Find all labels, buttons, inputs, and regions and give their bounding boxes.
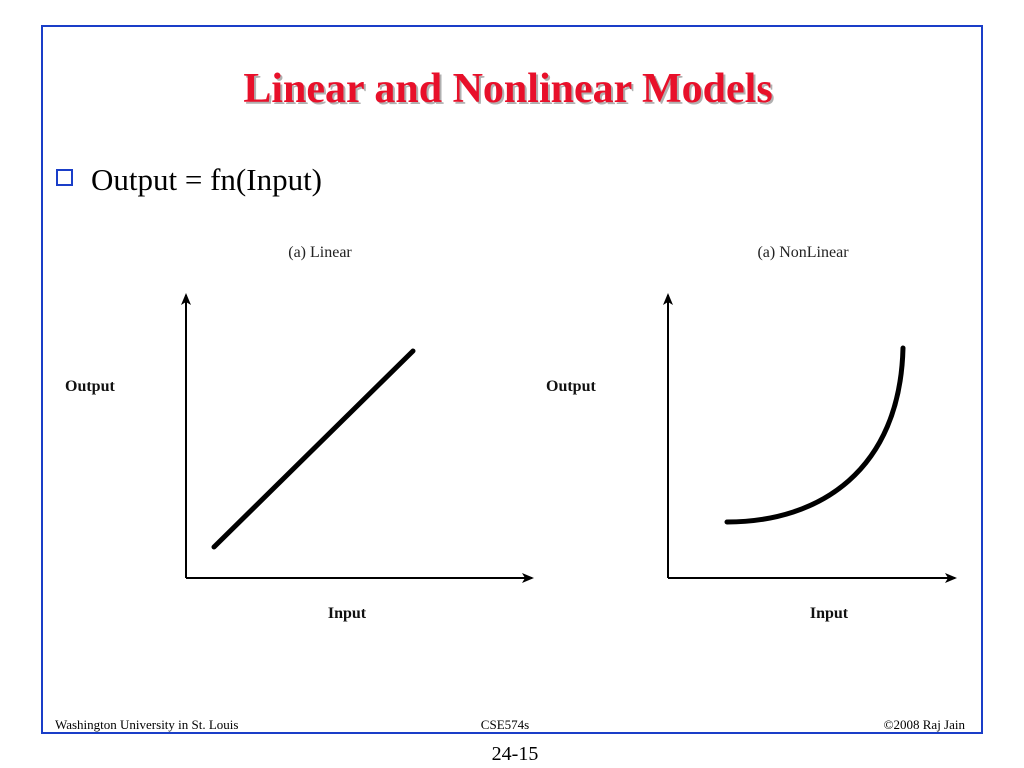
title-shadow: Linear and Nonlinear Models xyxy=(245,68,774,114)
bullet-text: Output = fn(Input) xyxy=(91,162,322,197)
bullet-marker xyxy=(56,169,73,186)
nonlinear-curve xyxy=(724,345,906,525)
slide-border xyxy=(41,25,983,734)
footer-right: ©2008 Raj Jain xyxy=(884,717,966,732)
page-number: 24-15 xyxy=(492,743,539,765)
footer-center: CSE574s xyxy=(481,717,529,732)
slide-title: Linear and Nonlinear Models xyxy=(243,66,772,112)
y-label: Output xyxy=(546,378,596,395)
diagram-caption: (a) NonLinear xyxy=(757,244,849,261)
diagram-caption: (a) Linear xyxy=(288,244,352,261)
y-label: Output xyxy=(65,378,115,395)
x-label: Input xyxy=(810,605,849,622)
x-label: Input xyxy=(328,605,367,622)
footer-left: Washington University in St. Louis xyxy=(55,717,238,732)
linear-curve xyxy=(211,348,416,550)
